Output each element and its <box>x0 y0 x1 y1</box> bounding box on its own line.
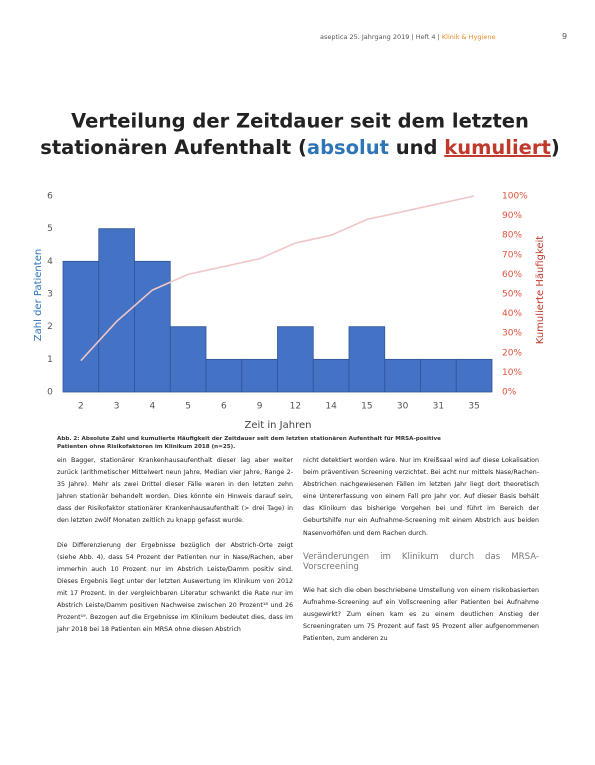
bar <box>241 358 278 393</box>
paragraph: nicht detektiert worden wäre. Nur im Kre… <box>303 457 539 537</box>
y2-tick-label: 70% <box>502 250 522 260</box>
y2-axis-title: Kumulierte Häufigkeit <box>535 236 546 345</box>
x-tick-label: 14 <box>325 402 337 412</box>
y-tick-label: 2 <box>47 322 53 332</box>
caption: Abb. 2: Absolute Zahl und kumulierte Häu… <box>57 436 441 450</box>
page-number: 9 <box>562 32 568 41</box>
header: aseptica 25. Jahrgang 2019 | Heft 4 | Kl… <box>320 33 495 41</box>
chart-title: stationären Aufenthalt (absolut und kumu… <box>40 136 560 159</box>
chart: Verteilung der Zeitdauer seit dem letzte… <box>33 110 560 432</box>
y-tick-label: 5 <box>47 224 53 234</box>
x-tick-label: 2 <box>78 402 84 412</box>
chart-title: Verteilung der Zeitdauer seit dem letzte… <box>71 110 529 133</box>
y2-tick-label: 60% <box>502 270 522 280</box>
title-part: ) <box>551 136 560 159</box>
x-tick-label: 3 <box>114 402 120 412</box>
bar <box>384 358 421 393</box>
bar <box>420 358 457 393</box>
left-column: ein Bagger, stationärer Krankenhausaufen… <box>57 455 293 648</box>
x-tick-label: 6 <box>221 402 227 412</box>
x-tick-label: 12 <box>290 402 301 412</box>
bar <box>62 260 100 393</box>
x-tick-label: 5 <box>185 402 191 412</box>
x-tick-label: 30 <box>397 402 409 412</box>
y2-tick-label: 10% <box>502 368 522 378</box>
x-tick-label: 9 <box>257 402 263 412</box>
bar <box>205 358 243 393</box>
section-heading: Veränderungen im Klinikum durch das MRSA… <box>303 551 539 573</box>
right-column: nicht detektiert worden wäre. Nur im Kre… <box>303 455 539 657</box>
bar <box>455 358 493 393</box>
x-tick-label: 31 <box>433 402 444 412</box>
x-tick-label: 35 <box>468 402 479 412</box>
y2-tick-label: 0% <box>502 388 517 398</box>
y2-tick-label: 80% <box>502 231 522 241</box>
bar <box>134 260 171 393</box>
y-tick-label: 4 <box>47 257 53 267</box>
y-tick-label: 6 <box>47 192 53 202</box>
y2-tick-label: 40% <box>502 309 522 319</box>
bar <box>348 326 386 393</box>
y-tick-label: 0 <box>47 388 53 398</box>
y2-tick-label: 100% <box>502 192 528 202</box>
bar <box>277 326 314 393</box>
section: Klinik & Hygiene <box>441 33 496 41</box>
paragraph: Die Differenzierung der Ergebnisse bezüg… <box>57 541 293 634</box>
y-tick-label: 1 <box>47 355 53 365</box>
cumulative-line <box>80 195 475 362</box>
title-part: und <box>389 136 444 159</box>
y-tick-label: 3 <box>47 290 53 300</box>
y2-tick-label: 50% <box>502 290 522 300</box>
y2-tick-label: 20% <box>502 348 522 358</box>
paragraph: ein Bagger, stationärer Krankenhausaufen… <box>57 457 293 525</box>
x-tick-label: 15 <box>361 402 372 412</box>
journal: aseptica 25. Jahrgang 2019 | Heft 4 | <box>320 33 440 41</box>
bar <box>312 358 350 393</box>
y2-tick-label: 30% <box>502 329 522 339</box>
x-axis-title: Zeit in Jahren <box>245 420 312 431</box>
title-part: kumuliert <box>444 136 551 159</box>
y-axis-title: Zahl der Patienten <box>33 249 44 341</box>
paragraph: Wie hat sich die oben beschriebene Umste… <box>303 586 539 643</box>
title-part: absolut <box>307 136 389 159</box>
bar <box>169 326 207 393</box>
title-part: stationären Aufenthalt ( <box>40 136 307 159</box>
y2-tick-label: 90% <box>502 211 522 221</box>
x-tick-label: 4 <box>150 402 156 412</box>
